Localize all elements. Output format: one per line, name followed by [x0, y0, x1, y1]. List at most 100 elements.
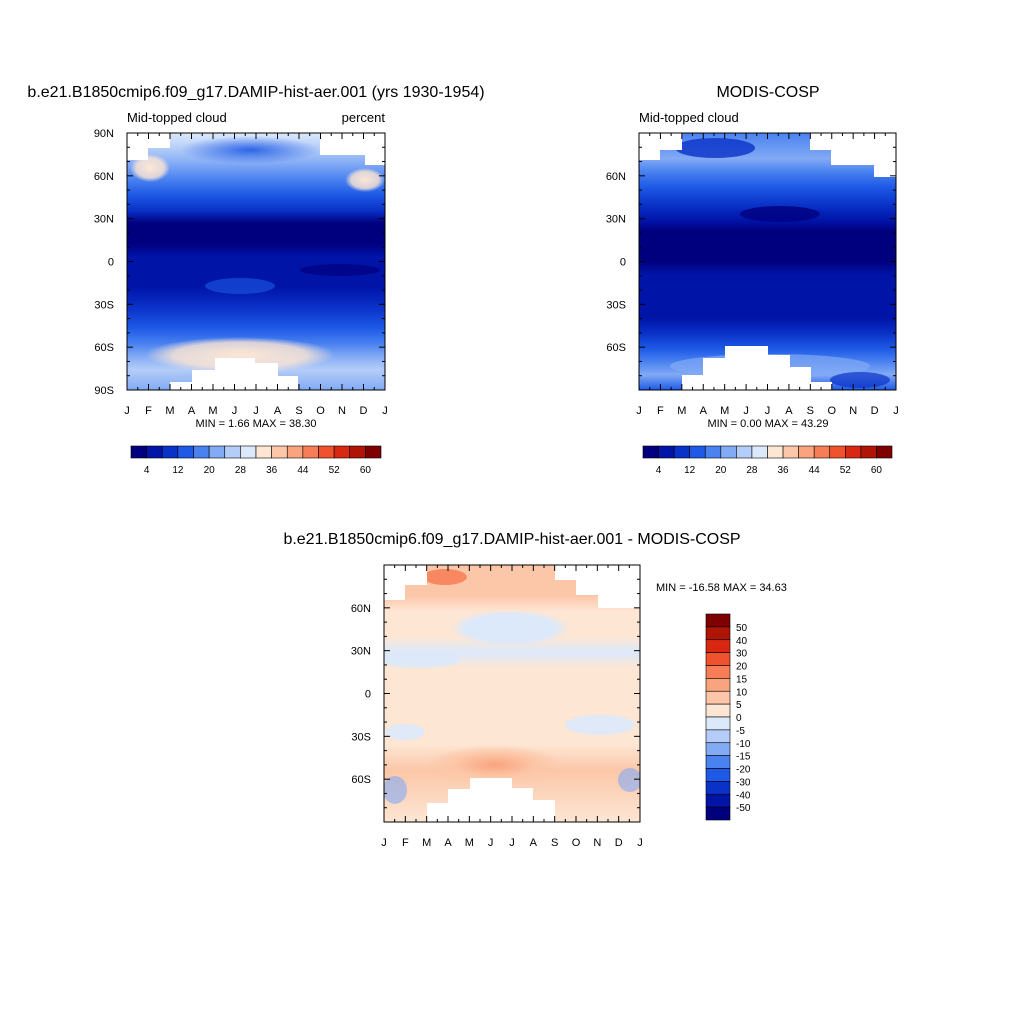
y-tick-label: 90N [94, 128, 114, 140]
colorbar-box [673, 445, 690, 459]
colorbar-box [751, 445, 768, 459]
colorbar-box [798, 445, 815, 459]
x-tick-label: J [765, 405, 771, 417]
x-tick-label: A [700, 405, 708, 417]
colorbar-label: 36 [266, 465, 278, 476]
colorbar-box [318, 445, 335, 459]
colorbar-box [705, 806, 731, 821]
x-tick-label: J [488, 837, 494, 849]
colorbar-label: 28 [746, 465, 758, 476]
y-tick-label: 30S [94, 299, 114, 311]
colorbar-label: 4 [656, 465, 662, 476]
colorbar-label: -15 [736, 752, 751, 763]
x-tick-label: A [530, 837, 538, 849]
colorbar-box [689, 445, 706, 459]
diff-min-max: MIN = -16.58 MAX = 34.63 [656, 582, 787, 594]
model-title: b.e21.B1850cmip6.f09_g17.DAMIP-hist-aer.… [27, 84, 484, 101]
colorbar-box [333, 445, 351, 459]
x-tick-label: J [636, 405, 642, 417]
x-tick-label: M [465, 837, 474, 849]
colorbar-box [302, 445, 319, 459]
colorbar-box [705, 755, 731, 769]
colorbar-label: -30 [736, 777, 751, 788]
colorbar-box [845, 445, 862, 459]
x-tick-label: J [509, 837, 515, 849]
colorbar-label: 4 [144, 465, 150, 476]
colorbar-box [876, 445, 893, 459]
x-tick-label: M [422, 837, 431, 849]
x-tick-label: F [145, 405, 152, 417]
colorbar-label: 20 [204, 465, 216, 476]
x-tick-label: A [188, 405, 196, 417]
y-tick-label: 30N [94, 214, 114, 226]
model-subtitle-right: percent [342, 110, 386, 125]
x-tick-label: S [551, 837, 558, 849]
y-tick-label: 30N [606, 214, 626, 226]
x-tick-label: A [785, 405, 793, 417]
y-tick-label: 60N [606, 171, 626, 183]
x-tick-label: D [360, 405, 368, 417]
diff-title: b.e21.B1850cmip6.f09_g17.DAMIP-hist-aer.… [283, 531, 740, 548]
colorbar-label: 50 [736, 623, 748, 634]
colorbar-box [705, 729, 731, 744]
x-tick-label: J [382, 405, 388, 417]
colorbar-box [658, 445, 675, 459]
y-tick-label: 90S [94, 385, 114, 397]
y-tick-label: 60N [351, 603, 371, 615]
obs-min-max: MIN = 0.00 MAX = 43.29 [707, 418, 828, 430]
x-tick-label: J [637, 837, 643, 849]
diff-missing-south [427, 778, 555, 822]
colorbar-box [705, 613, 731, 628]
x-tick-label: J [232, 405, 238, 417]
diff-missing-north-left [384, 565, 427, 600]
colorbar-label: -10 [736, 739, 751, 750]
colorbar-box [860, 445, 877, 459]
colorbar-box [240, 445, 257, 459]
colorbar-label: 12 [172, 465, 184, 476]
colorbar-box [705, 703, 731, 718]
colorbar-box [705, 639, 731, 653]
obs-missing-south [682, 346, 832, 390]
model-missing-south [170, 358, 298, 390]
x-tick-label: O [827, 405, 836, 417]
model-missing-north-left [127, 133, 170, 160]
colorbar-box [161, 445, 179, 459]
colorbar-label: 12 [684, 465, 696, 476]
colorbar-label: 20 [715, 465, 727, 476]
colorbar-box [255, 445, 272, 459]
colorbar-label: -40 [736, 790, 751, 801]
colorbar-box [704, 445, 722, 459]
colorbar-label: -20 [736, 765, 751, 776]
y-tick-label: 0 [365, 689, 371, 701]
colorbar-box [271, 445, 288, 459]
x-tick-label: J [381, 837, 387, 849]
colorbar-box [767, 445, 784, 459]
x-tick-label: M [208, 405, 217, 417]
colorbar-box [705, 678, 731, 692]
y-tick-label: 60N [94, 171, 114, 183]
model-min-max: MIN = 1.66 MAX = 38.30 [195, 418, 316, 430]
x-tick-label: S [807, 405, 814, 417]
obs-field [639, 133, 896, 390]
colorbar-box [782, 445, 799, 459]
colorbar-box [642, 445, 659, 459]
x-tick-label: S [295, 405, 302, 417]
x-tick-label: J [253, 405, 259, 417]
colorbar-box [705, 652, 731, 666]
x-tick-label: J [893, 405, 899, 417]
colorbar-label: 44 [297, 465, 309, 476]
colorbar-box [720, 445, 737, 459]
model-panel: b.e21.B1850cmip6.f09_g17.DAMIP-hist-aer.… [27, 84, 484, 476]
colorbar-label: 52 [329, 465, 341, 476]
x-tick-label: F [657, 405, 664, 417]
obs-colorbar: 4 12 20 28 36 44 52 60 [642, 445, 893, 476]
y-tick-label: 30N [351, 646, 371, 658]
colorbar-box [736, 445, 753, 459]
colorbar-box [177, 445, 194, 459]
colorbar-box [705, 716, 731, 731]
model-missing-north-right [320, 133, 385, 165]
diff-panel: b.e21.B1850cmip6.f09_g17.DAMIP-hist-aer.… [283, 531, 786, 849]
